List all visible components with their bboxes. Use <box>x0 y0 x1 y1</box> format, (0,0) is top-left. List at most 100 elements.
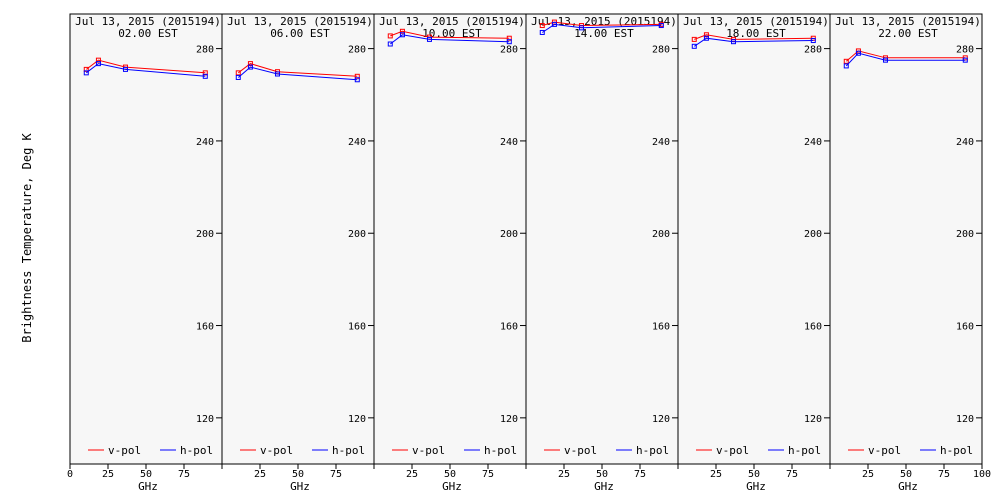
data-point-v-pol <box>387 33 393 39</box>
y-tick-label: 200 <box>348 229 366 240</box>
x-tick-label: 50 <box>292 469 304 480</box>
x-tick-label: 25 <box>406 469 418 480</box>
data-point-h-pol <box>551 21 557 27</box>
x-tick-label: 75 <box>330 469 342 480</box>
data-point-h-pol <box>354 77 360 83</box>
panel-time: 02.00 EST <box>118 27 178 40</box>
x-tick-label: 0 <box>67 469 73 480</box>
y-tick-label: 120 <box>956 414 974 425</box>
data-point-h-pol <box>399 32 405 38</box>
panel-date: Jul 13, 2015 (2015194) <box>227 15 373 28</box>
x-tick-label: 25 <box>254 469 266 480</box>
y-tick-label: 280 <box>804 45 822 56</box>
data-point-v-pol <box>354 73 360 79</box>
legend-label-h-pol: h-pol <box>180 444 213 457</box>
y-tick-label: 280 <box>196 45 214 56</box>
data-point-h-pol <box>539 29 545 35</box>
y-tick-label: 120 <box>348 414 366 425</box>
series-line-v-pol <box>237 63 358 77</box>
data-point-h-pol <box>855 50 861 56</box>
y-tick-label: 200 <box>956 229 974 240</box>
y-tick-label: 240 <box>804 137 822 148</box>
y-tick-label: 200 <box>196 229 214 240</box>
x-tick-label: 25 <box>862 469 874 480</box>
x-tick-label: 50 <box>900 469 912 480</box>
y-tick-label: 160 <box>956 322 974 333</box>
data-point-h-pol <box>235 74 241 80</box>
data-point-h-pol <box>578 25 584 31</box>
series-line-h-pol <box>542 23 662 33</box>
legend-label-h-pol: h-pol <box>940 444 973 457</box>
data-point-h-pol <box>882 57 888 63</box>
panel-time: 06.00 EST <box>270 27 330 40</box>
data-point-v-pol <box>202 70 208 76</box>
data-point-h-pol <box>810 38 816 44</box>
x-axis-label: GHz <box>594 480 614 493</box>
x-axis-label: GHz <box>290 480 310 493</box>
data-point-h-pol <box>83 70 89 76</box>
series-line-h-pol <box>389 34 510 45</box>
series-line-h-pol <box>694 37 814 47</box>
y-tick-label: 200 <box>500 229 518 240</box>
data-point-v-pol <box>399 28 405 34</box>
data-point-v-pol <box>691 36 697 42</box>
legend-label-v-pol: v-pol <box>716 444 749 457</box>
y-tick-label: 240 <box>196 137 214 148</box>
panel-date: Jul 13, 2015 (2015194) <box>379 15 525 28</box>
x-tick-label: 75 <box>938 469 950 480</box>
data-point-h-pol <box>658 23 664 29</box>
data-point-h-pol <box>122 66 128 72</box>
x-tick-label: 50 <box>140 469 152 480</box>
y-tick-label: 200 <box>804 229 822 240</box>
legend-label-v-pol: v-pol <box>260 444 293 457</box>
data-point-v-pol <box>506 35 512 41</box>
x-tick-label: 25 <box>102 469 114 480</box>
series-line-h-pol <box>845 52 966 67</box>
data-point-h-pol <box>691 43 697 49</box>
panel-time: 14.00 EST <box>574 27 634 40</box>
series-line-v-pol <box>85 59 206 74</box>
x-tick-label: 75 <box>634 469 646 480</box>
x-tick-label: 75 <box>482 469 494 480</box>
data-point-v-pol <box>247 61 253 67</box>
data-point-h-pol <box>730 39 736 45</box>
x-tick-label: 75 <box>786 469 798 480</box>
panel-time: 22.00 EST <box>878 27 938 40</box>
legend-label-v-pol: v-pol <box>564 444 597 457</box>
series-line-v-pol <box>542 21 662 27</box>
y-tick-label: 120 <box>500 414 518 425</box>
y-tick-label: 160 <box>500 322 518 333</box>
data-point-h-pol <box>843 63 849 69</box>
data-point-h-pol <box>962 57 968 63</box>
data-point-h-pol <box>95 61 101 67</box>
panel-date: Jul 13, 2015 (2015194) <box>683 15 829 28</box>
y-tick-label: 160 <box>348 322 366 333</box>
series-line-h-pol <box>237 66 358 81</box>
legend-label-h-pol: h-pol <box>484 444 517 457</box>
x-tick-label: 25 <box>558 469 570 480</box>
x-tick-label: 75 <box>178 469 190 480</box>
y-tick-label: 240 <box>652 137 670 148</box>
legend-label-v-pol: v-pol <box>868 444 901 457</box>
data-point-h-pol <box>274 71 280 77</box>
data-point-h-pol <box>426 36 432 42</box>
x-axis-label: GHz <box>746 480 766 493</box>
data-point-h-pol <box>703 35 709 41</box>
y-tick-label: 280 <box>500 45 518 56</box>
y-tick-label: 280 <box>652 45 670 56</box>
data-point-v-pol <box>539 23 545 29</box>
y-tick-label: 120 <box>196 414 214 425</box>
y-tick-label: 120 <box>652 414 670 425</box>
data-point-v-pol <box>703 32 709 38</box>
y-tick-label: 240 <box>500 137 518 148</box>
x-axis-label: GHz <box>898 480 918 493</box>
data-point-h-pol <box>506 39 512 45</box>
data-point-h-pol <box>202 73 208 79</box>
legend-label-h-pol: h-pol <box>332 444 365 457</box>
series-line-v-pol <box>390 30 510 39</box>
x-axis-label: GHz <box>442 480 462 493</box>
legend-label-h-pol: h-pol <box>636 444 669 457</box>
y-tick-label: 160 <box>652 322 670 333</box>
